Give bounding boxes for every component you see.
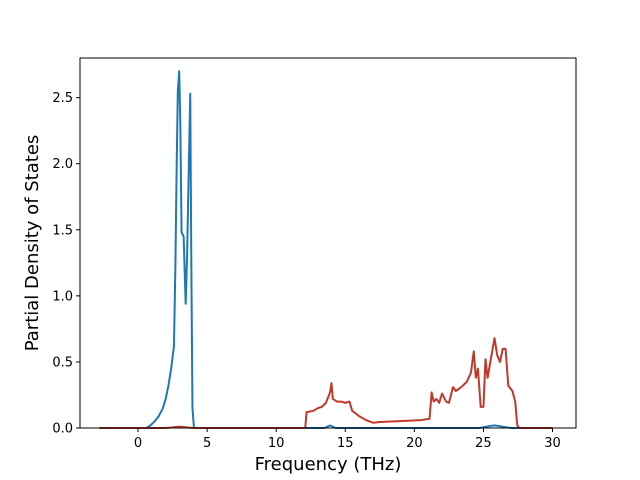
series-line-2 — [99, 337, 553, 429]
x-tick-label: 5 — [203, 436, 211, 451]
y-axis-ticks: 0.0 0.5 1.0 1.5 2.0 2.5 — [52, 91, 80, 437]
y-tick-label: 1.0 — [52, 289, 73, 304]
x-axis-label: Frequency (THz) — [255, 454, 402, 475]
y-tick-label: 0.5 — [52, 355, 73, 370]
x-tick-label: 10 — [268, 436, 285, 451]
plot-frame — [79, 57, 577, 429]
x-tick-label: 15 — [337, 436, 354, 451]
y-tick-label: 1.5 — [52, 223, 73, 238]
x-tick-label: 30 — [544, 436, 561, 451]
x-tick-label: 25 — [475, 436, 492, 451]
x-tick-label: 20 — [406, 436, 423, 451]
y-tick-label: 0.0 — [52, 422, 73, 437]
y-tick-label: 2.5 — [52, 91, 73, 106]
y-tick-label: 2.0 — [52, 157, 73, 172]
y-axis-label: Partial Density of States — [22, 135, 43, 352]
x-axis-ticks: 0 5 10 15 20 25 30 — [134, 428, 561, 451]
x-tick-label: 0 — [134, 436, 142, 451]
